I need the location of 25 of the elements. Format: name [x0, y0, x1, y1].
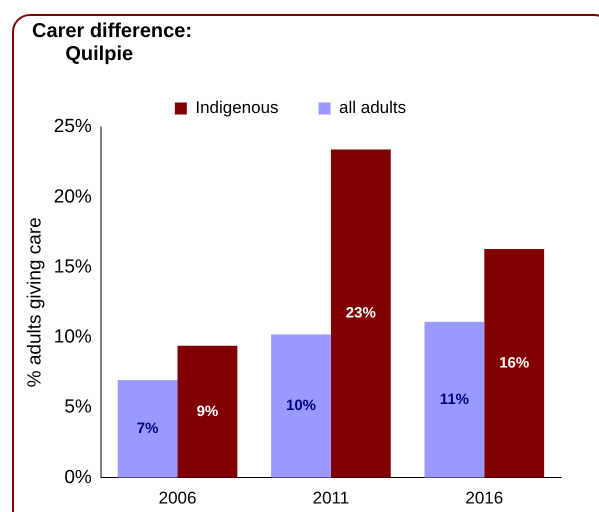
- bar: [118, 380, 178, 478]
- bar: [484, 249, 544, 478]
- data-label: 9%: [196, 402, 218, 420]
- data-label: 11%: [440, 390, 469, 408]
- x-tick-label: 2011: [312, 488, 350, 508]
- y-tick-label: 10%: [54, 326, 92, 348]
- y-tick-label: 25%: [54, 116, 92, 138]
- bar: [424, 322, 484, 478]
- chart-title: Carer difference: Quilpie: [32, 20, 192, 66]
- bar: [178, 346, 238, 478]
- legend-label: all adults: [339, 98, 406, 118]
- legend-label: Indigenous: [195, 98, 279, 118]
- x-tick-label: 2006: [158, 488, 196, 508]
- y-tick-label: 5%: [64, 396, 92, 418]
- y-tick-label: 0%: [64, 466, 92, 488]
- x-tick-label: 2016: [465, 488, 504, 508]
- y-axis-title: % adults giving care: [24, 217, 46, 388]
- y-tick-label: 15%: [54, 256, 92, 278]
- data-label: 10%: [286, 397, 316, 414]
- bar: [330, 149, 391, 478]
- data-label: 23%: [346, 304, 376, 322]
- data-label: 7%: [136, 420, 158, 438]
- bar: [271, 334, 331, 478]
- y-tick-label: 20%: [54, 186, 92, 208]
- data-label: 16%: [499, 354, 530, 372]
